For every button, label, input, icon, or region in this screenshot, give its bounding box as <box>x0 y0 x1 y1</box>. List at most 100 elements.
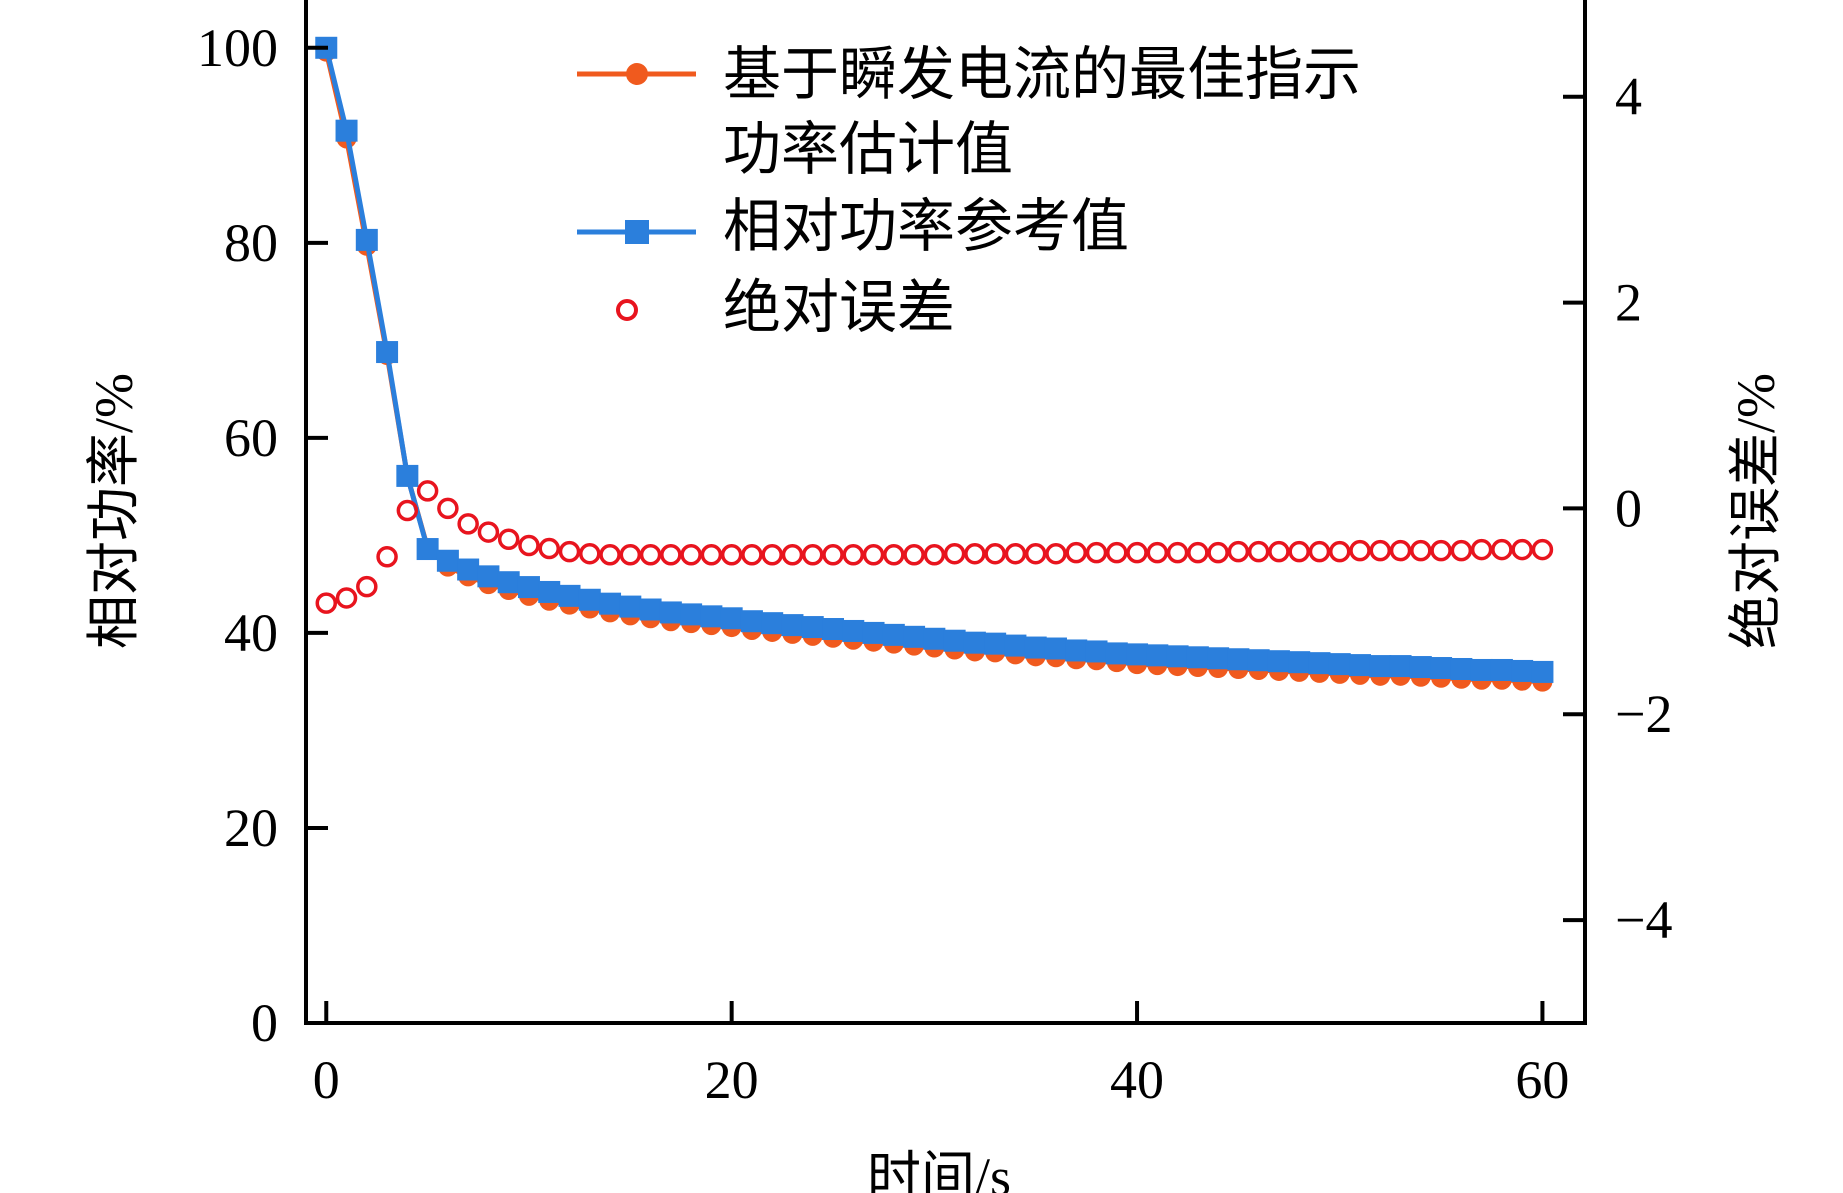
reference-point <box>578 588 601 611</box>
reference-point <box>457 558 480 581</box>
error-point <box>315 592 338 614</box>
error-point <box>497 528 520 551</box>
error-point <box>801 543 824 566</box>
error-point <box>619 543 642 566</box>
y-tick-label: 0 <box>251 993 278 1053</box>
error-point <box>1227 540 1250 563</box>
reference-point <box>477 565 500 588</box>
legend-estimate-label-2: 功率估计值 <box>723 117 1013 182</box>
reference-point <box>1126 643 1149 666</box>
reference-point <box>984 632 1007 655</box>
y-tick-label: 80 <box>224 213 278 273</box>
reference-point <box>416 538 439 561</box>
legend-estimate-marker <box>626 63 648 85</box>
x-axis-title: 时间/s <box>867 1147 1011 1193</box>
error-point <box>558 540 581 563</box>
reference-point <box>1369 655 1392 678</box>
error-point <box>1045 542 1067 565</box>
error-point <box>396 499 419 522</box>
error-point <box>1288 540 1310 563</box>
reference-point <box>842 619 865 642</box>
y-tick-label: 60 <box>224 408 278 468</box>
reference-point <box>1308 652 1331 675</box>
error-point <box>1430 539 1452 562</box>
reference-point <box>396 464 419 487</box>
error-point <box>1106 541 1128 564</box>
reference-point <box>963 631 986 654</box>
reference-point <box>1288 651 1311 674</box>
error-point <box>335 587 358 609</box>
reference-point <box>517 576 540 599</box>
error-point <box>1146 541 1169 564</box>
reference-point <box>1389 655 1412 678</box>
reference-point <box>1349 654 1372 677</box>
error-point <box>1491 538 1513 561</box>
reference-point <box>882 623 905 646</box>
reference-point <box>1247 649 1270 672</box>
error-point <box>943 542 966 565</box>
legend-error-label: 绝对误差 <box>723 275 955 340</box>
reference-point <box>862 621 885 644</box>
legend: 基于瞬发电流的最佳指示 功率估计值 相对功率参考值 绝对误差 <box>577 42 1361 340</box>
error-point <box>903 543 925 566</box>
error-point <box>599 543 621 566</box>
error-point <box>639 543 662 566</box>
y-tick-label: 40 <box>224 603 278 663</box>
reference-point <box>680 603 703 626</box>
reference-point <box>761 612 784 635</box>
error-point <box>923 543 946 566</box>
error-point <box>1004 542 1027 565</box>
error-point <box>862 543 885 566</box>
error-point <box>1450 539 1473 562</box>
x-tick-label: 40 <box>1110 1050 1164 1110</box>
error-point <box>1369 539 1392 562</box>
reference-point <box>376 341 399 364</box>
x-tick-label: 0 <box>313 1050 340 1110</box>
legend-error-marker <box>616 299 638 321</box>
reference-point <box>781 614 804 637</box>
error-point <box>1410 539 1432 562</box>
error-point <box>1085 541 1108 564</box>
reference-point <box>497 571 520 594</box>
y2-tick-label: 4 <box>1615 67 1642 127</box>
reference-point <box>599 592 622 615</box>
error-point <box>437 497 459 520</box>
axes <box>304 0 1587 1025</box>
reference-point <box>1227 648 1250 671</box>
reference-point <box>1267 650 1290 673</box>
reference-point <box>1409 656 1432 679</box>
error-point <box>1328 540 1351 563</box>
reference-point <box>1065 639 1088 662</box>
y2-tick-label: −2 <box>1615 684 1672 744</box>
reference-point <box>1531 660 1554 683</box>
reference-point <box>1186 646 1209 669</box>
reference-point <box>538 580 561 603</box>
error-point <box>538 537 560 560</box>
legend-reference-marker <box>625 220 649 244</box>
error-point <box>1207 541 1229 564</box>
reference-point <box>1430 657 1453 680</box>
error-point <box>1166 541 1189 564</box>
y2-tick-label: 2 <box>1615 273 1642 333</box>
reference-point <box>1490 658 1513 681</box>
reference-point <box>1450 657 1473 680</box>
error-point <box>781 543 804 566</box>
error-point <box>1065 541 1087 564</box>
error-point <box>1349 539 1371 562</box>
error-point <box>822 543 844 566</box>
error-point <box>883 543 905 566</box>
error-point <box>741 543 763 566</box>
reference-point <box>436 549 459 572</box>
reference-point <box>923 627 946 650</box>
error-point <box>376 546 398 568</box>
x-tick-label: 60 <box>1515 1050 1569 1110</box>
reference-point <box>1004 634 1027 657</box>
reference-point <box>335 119 358 142</box>
y-axis-title: 相对功率/% <box>84 373 144 649</box>
reference-point <box>355 228 378 251</box>
error-point <box>842 543 865 566</box>
error-point <box>457 513 479 535</box>
reference-point <box>639 598 662 621</box>
error-point <box>700 543 723 566</box>
error-point <box>1126 541 1148 564</box>
